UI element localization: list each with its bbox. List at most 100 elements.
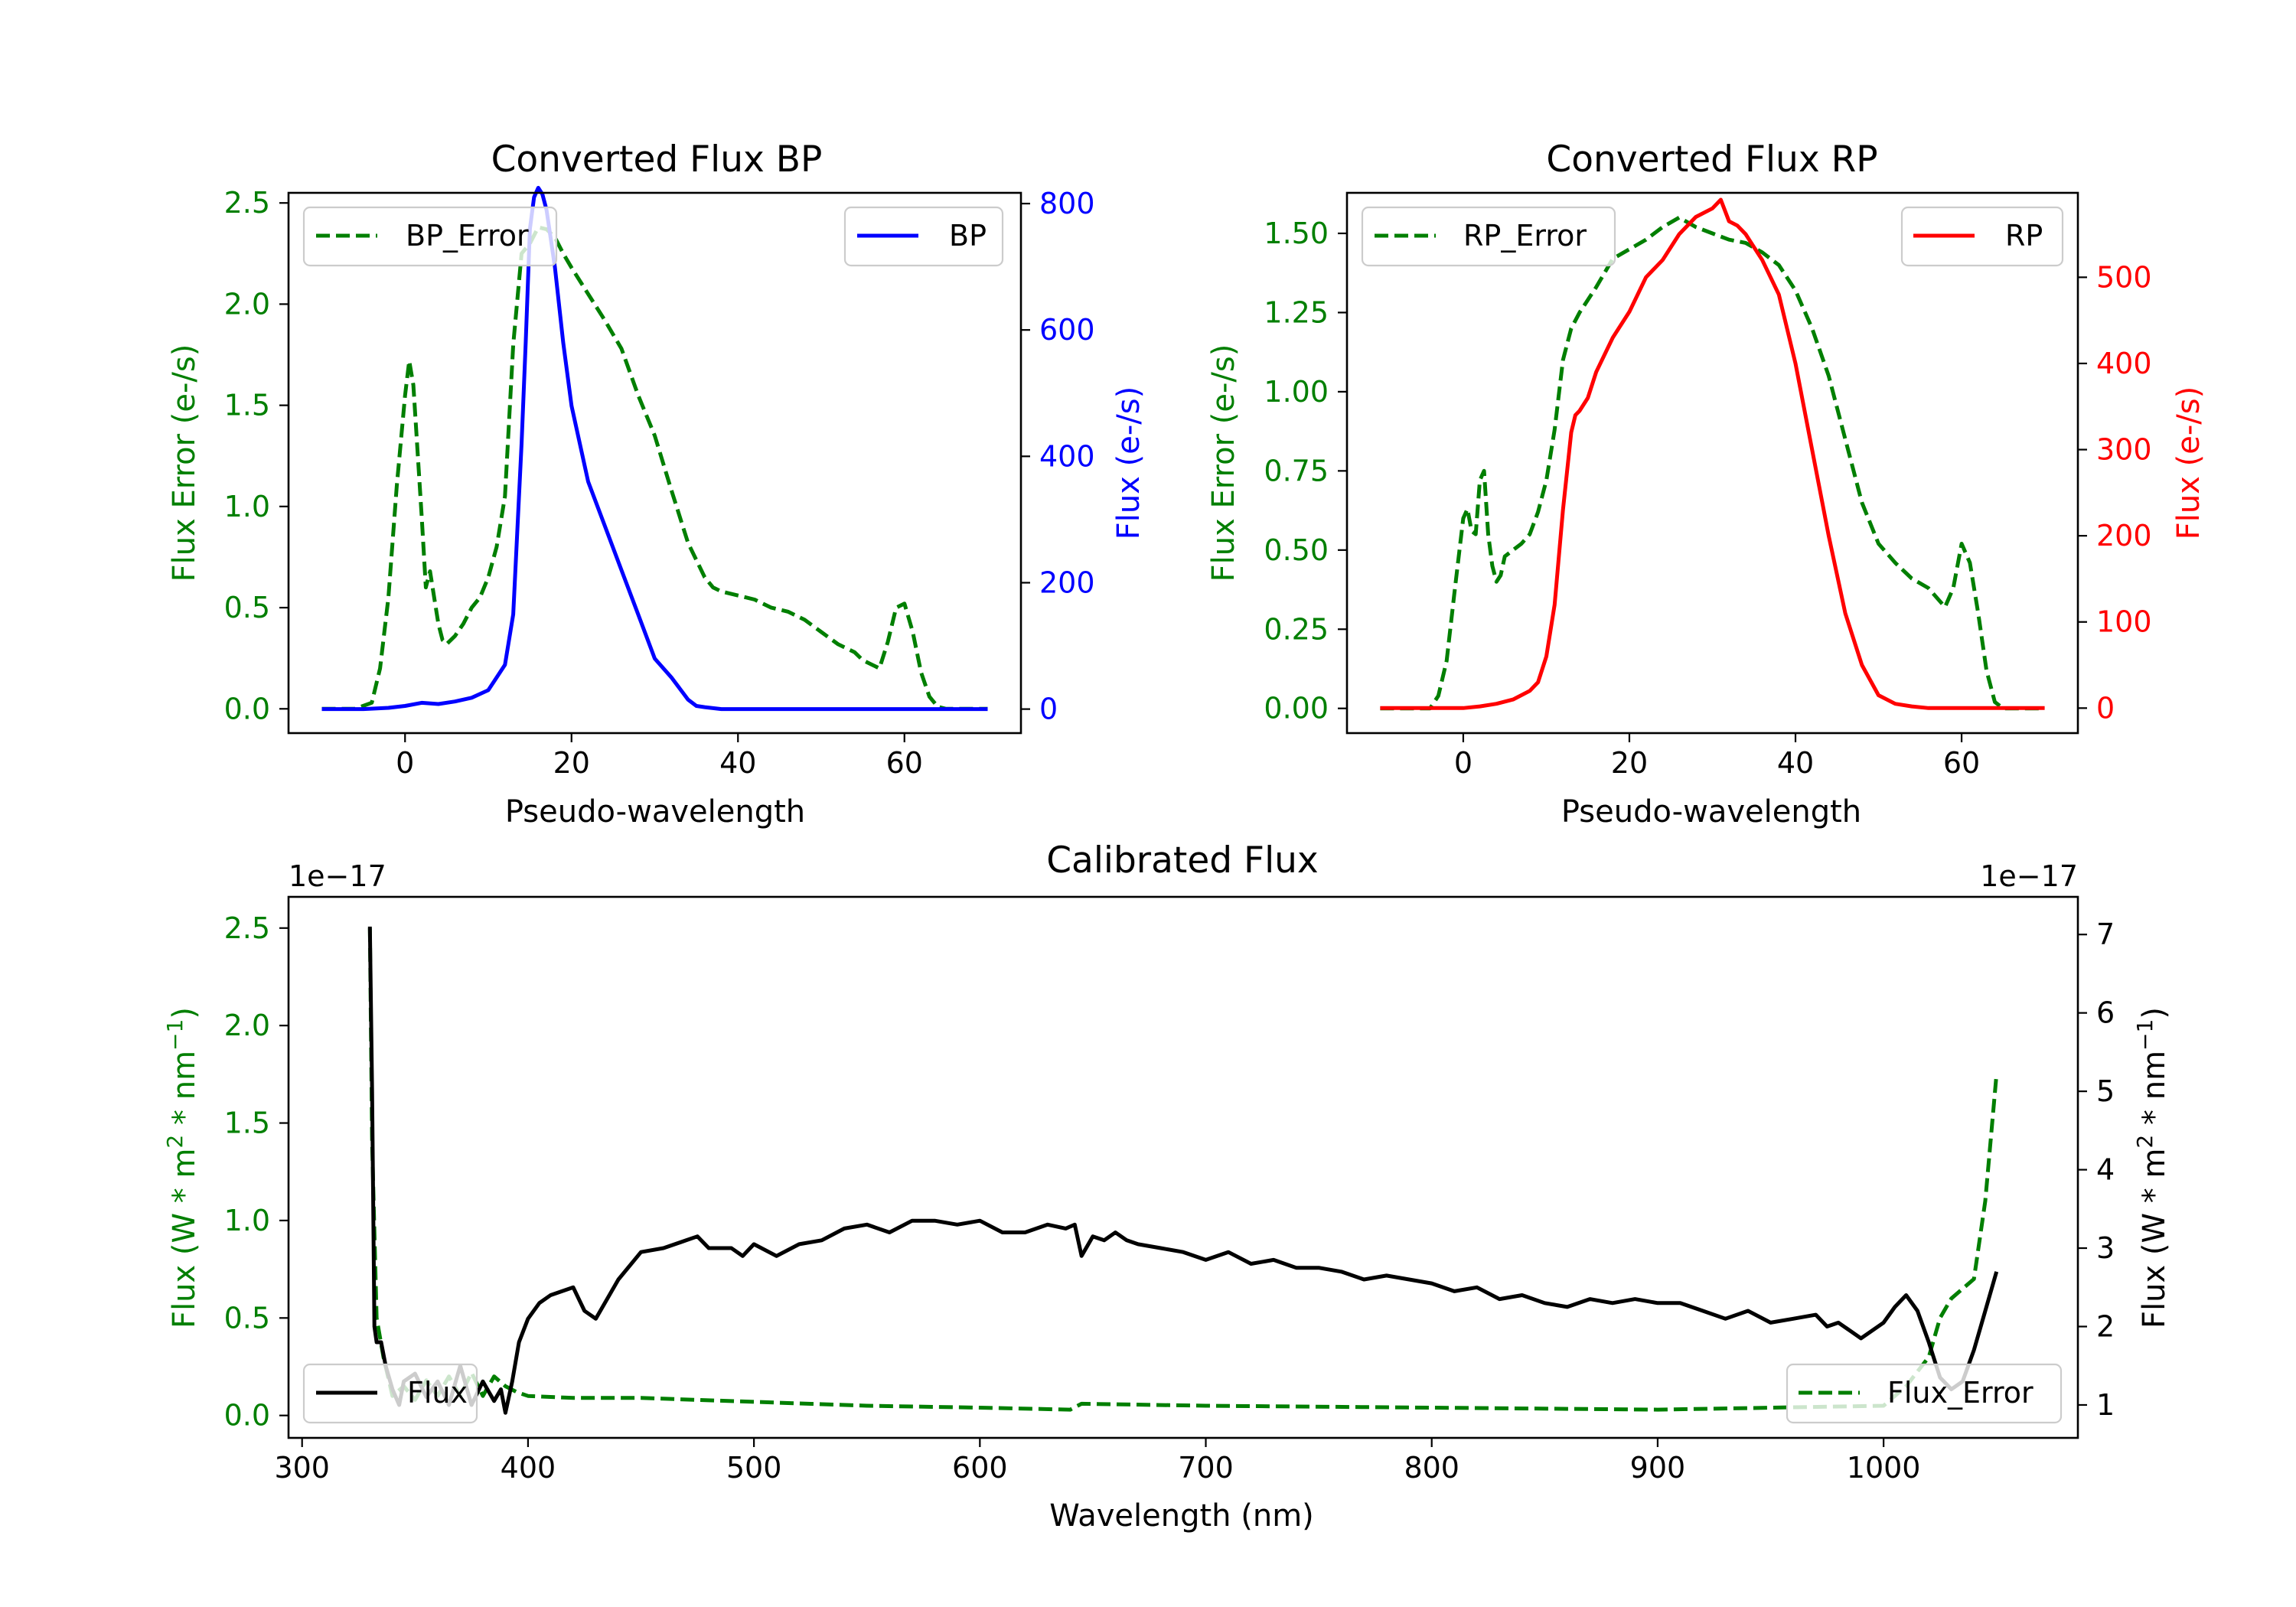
panel-bp-lines <box>321 185 988 712</box>
y-left-tick-label: 0.5 <box>224 591 270 624</box>
y-right-tick-label: 100 <box>2096 605 2152 639</box>
y-right-tick-label: 3 <box>2096 1231 2115 1265</box>
y-right-tick-label: 1 <box>2096 1388 2115 1422</box>
legend-flux-error-label: Flux_Error <box>1887 1376 2033 1410</box>
panel-calibrated-title: Calibrated Flux <box>1046 839 1319 882</box>
series-line-flux <box>367 926 1999 1415</box>
y-right-tick-label: 400 <box>1039 439 1095 473</box>
x-tick-label: 600 <box>952 1451 1008 1485</box>
y-left-tick-label: 0.25 <box>1264 612 1329 646</box>
x-tick-label: 40 <box>719 746 756 780</box>
y-left-tick-label: 2.5 <box>224 186 270 220</box>
panel-rp-ticks: 0 20 40 60 0.00 0.25 0.50 0.75 1.00 1.25 1.50 0 100 2… <box>1264 217 2151 780</box>
y-left-tick-label: 1.5 <box>224 1107 270 1140</box>
panel-bp-title: Converted Flux BP <box>491 139 823 181</box>
panel-rp-title: Converted Flux RP <box>1546 139 1877 181</box>
legend-bp-error-box <box>302 206 558 267</box>
y-left-tick-label: 2.0 <box>224 287 270 321</box>
legend-bp-label: BP <box>949 219 987 253</box>
panel-calibrated-frame <box>287 895 2079 1439</box>
legend-flux-error[interactable]: Flux_Error <box>1786 1363 2063 1424</box>
legend-flux-box <box>302 1363 478 1424</box>
x-tick-label: 0 <box>396 746 414 780</box>
panel-bp-xlabel: Pseudo-wavelength <box>505 794 805 830</box>
y-right-tick-label: 2 <box>2096 1310 2115 1344</box>
y-left-tick-label: 0.75 <box>1264 454 1329 487</box>
legend-flux-label: Flux <box>407 1376 468 1410</box>
series-line-bp <box>321 185 988 712</box>
x-tick-label: 700 <box>1178 1451 1234 1485</box>
series-line-bp-error <box>321 225 988 711</box>
x-tick-label: 500 <box>726 1451 782 1485</box>
y-right-tick-label: 0 <box>1039 693 1058 726</box>
legend-flux-error-box <box>1786 1363 2063 1424</box>
x-tick-label: 40 <box>1777 746 1814 780</box>
panel-bp-ticks: 0 20 40 60 0.0 0.5 1.0 1.5 2.0 2.5 0 200 400 600 800 <box>224 186 1095 780</box>
panel-rp-lines <box>1380 197 2045 711</box>
legend-rp-box <box>1900 206 2064 267</box>
panel-rp: Converted Flux RP 0 20 40 60 0.00 0.25 0.50 0.7… <box>1206 139 2206 830</box>
y-left-tick-label: 0.00 <box>1264 692 1329 725</box>
panel-calibrated-ticks: 300 400 500 600 700 800 900 1000 0.0 0.5 1.0 1.5 2.0… <box>224 911 2115 1485</box>
y-right-tick-label: 400 <box>2096 347 2152 380</box>
legend-rp[interactable]: RP <box>1900 206 2064 267</box>
panel-bp-ylabel-right: Flux (e-/s) <box>1111 386 1146 539</box>
y-left-tick-label: 0.50 <box>1264 533 1329 567</box>
y-left-tick-label: 1.50 <box>1264 217 1329 250</box>
y-right-tick-label: 0 <box>2096 691 2115 725</box>
panel-calibrated-scale-left: 1e−17 <box>289 859 386 893</box>
y-right-tick-label: 600 <box>1039 313 1095 347</box>
legend-rp-error-box <box>1361 206 1616 267</box>
x-tick-label: 0 <box>1454 746 1473 780</box>
x-tick-label: 60 <box>886 746 923 780</box>
legend-rp-label: RP <box>2005 219 2043 253</box>
y-left-tick-label: 2.0 <box>224 1009 270 1042</box>
panel-calibrated-ylabel-right: Flux (W * m2 * nm−1) <box>2132 1007 2172 1328</box>
series-line-rp-error <box>1380 215 2045 711</box>
legend-bp-box <box>843 206 1004 267</box>
y-left-tick-label: 0.5 <box>224 1301 270 1335</box>
legend-bp-error-label: BP_Error <box>406 219 529 253</box>
y-left-tick-label: 1.25 <box>1264 295 1329 329</box>
x-tick-label: 60 <box>1943 746 1980 780</box>
legend-flux[interactable]: Flux <box>302 1363 478 1424</box>
x-tick-label: 800 <box>1404 1451 1459 1485</box>
panel-bp-ylabel-left: Flux Error (e-/s) <box>167 344 202 582</box>
y-left-tick-label: 2.5 <box>224 911 270 945</box>
legend-rp-error-label: RP_Error <box>1463 219 1587 253</box>
y-right-tick-label: 500 <box>2096 260 2152 294</box>
legend-bp-error[interactable]: BP_Error <box>302 206 558 267</box>
x-tick-label: 20 <box>553 746 590 780</box>
panel-calibrated-xlabel: Wavelength (nm) <box>1049 1498 1314 1534</box>
y-right-tick-label: 6 <box>2096 996 2115 1030</box>
y-right-tick-label: 7 <box>2096 918 2115 951</box>
y-right-tick-label: 300 <box>2096 433 2152 467</box>
panel-rp-ylabel-right: Flux (e-/s) <box>2171 386 2206 539</box>
y-right-tick-label: 200 <box>1039 566 1095 599</box>
y-left-tick-label: 1.0 <box>224 1204 270 1237</box>
panel-calibrated-scale-right: 1e−17 <box>1980 859 2078 893</box>
y-left-tick-label: 0.0 <box>224 692 270 725</box>
y-right-tick-label: 4 <box>2096 1153 2115 1187</box>
panel-calibrated: Calibrated Flux 1e−17 1e−17 300 400 500 600… <box>162 839 2172 1534</box>
panel-rp-ylabel-left: Flux Error (e-/s) <box>1206 344 1241 582</box>
panel-bp-frame <box>287 191 1022 735</box>
y-right-tick-label: 800 <box>1039 187 1095 220</box>
legend-rp-error[interactable]: RP_Error <box>1361 206 1616 267</box>
y-right-tick-label: 200 <box>2096 519 2152 553</box>
x-tick-label: 20 <box>1611 746 1648 780</box>
y-left-tick-label: 1.0 <box>224 490 270 523</box>
x-tick-label: 400 <box>501 1451 556 1485</box>
y-left-tick-label: 1.00 <box>1264 375 1329 409</box>
x-tick-label: 1000 <box>1847 1451 1921 1485</box>
y-left-tick-label: 0.0 <box>224 1399 270 1433</box>
y-right-tick-label: 5 <box>2096 1074 2115 1108</box>
panel-calibrated-ylabel-left: Flux (W * m2 * nm−1) <box>162 1007 202 1328</box>
series-line-rp <box>1380 197 2045 710</box>
panel-bp: Converted Flux BP 0 20 40 60 0.0 0.5 1.0 1.5 2.0… <box>167 139 1146 830</box>
x-tick-label: 300 <box>274 1451 330 1485</box>
panel-rp-xlabel: Pseudo-wavelength <box>1561 794 1861 830</box>
legend-bp[interactable]: BP <box>843 206 1004 267</box>
